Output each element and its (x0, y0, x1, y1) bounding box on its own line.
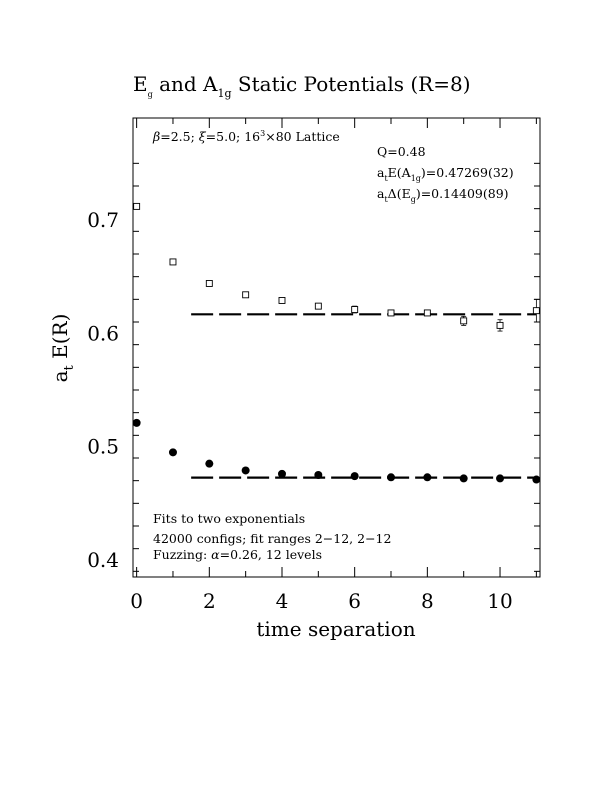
annotation-e-a1g: atE(A1g)=0.47269(32) (377, 165, 514, 183)
data-point-circle (205, 459, 214, 468)
x-tick-label: 0 (130, 589, 143, 613)
title-mid: and A (153, 72, 218, 96)
x-tick-label: 4 (276, 589, 289, 613)
data-point-circle (241, 466, 250, 475)
data-point-square (169, 258, 177, 266)
annotation-fits: Fits to two exponentials (153, 511, 305, 526)
x-tick-label: 2 (203, 589, 216, 613)
data-point-square (387, 309, 395, 317)
data-point-circle (314, 471, 323, 479)
axis-ticks (133, 118, 540, 577)
x-tick-label: 8 (421, 589, 434, 613)
chart-title: Eg and A1g Static Potentials (R=8) (133, 72, 471, 100)
tick-labels: 0 2 4 6 8 10 0.4 0.5 0.6 0.7 (87, 208, 513, 613)
plot-frame (132, 117, 541, 578)
data-point-circle (423, 473, 432, 482)
data-point-circle (387, 473, 396, 482)
data-point-square (133, 202, 141, 210)
data-point-square (423, 309, 431, 317)
x-axis-label: time separation (256, 617, 415, 641)
y-tick-label: 0.6 (87, 321, 119, 345)
y-tick-label: 0.4 (87, 548, 119, 572)
data-point-square (242, 291, 250, 299)
y-axis-label: at E(R) (48, 314, 77, 383)
annotation-lattice: β=2.5; ξ=5.0; 163×80 Lattice (152, 129, 340, 144)
data-point-square (460, 317, 468, 325)
data-point-square (496, 321, 504, 329)
x-tick-label: 6 (348, 589, 361, 613)
data-point-square (351, 306, 359, 313)
annotation-delta-eg: atΔ(Eg)=0.14409(89) (377, 186, 509, 204)
data-point-circle (496, 474, 505, 483)
data-point-square (314, 302, 322, 310)
data-points (132, 202, 541, 484)
title-prefix: E (133, 72, 148, 96)
x-tick-label: 10 (487, 589, 512, 613)
data-point-circle (277, 469, 286, 478)
y-tick-label: 0.7 (87, 208, 119, 232)
annotation-q: Q=0.48 (377, 144, 426, 159)
annotation-configs: 42000 configs; fit ranges 2−12, 2−12 (153, 531, 391, 546)
title-prefix-sub: g (148, 90, 153, 99)
y-tick-label: 0.5 (87, 435, 119, 459)
data-point-square (205, 280, 213, 287)
data-point-circle (532, 475, 541, 484)
data-point-circle (459, 474, 468, 483)
data-point-square (278, 297, 286, 304)
annotation-fuzzing: Fuzzing: α=0.26, 12 levels (153, 547, 322, 562)
fit-lines (191, 313, 537, 479)
title-suffix: Static Potentials (R=8) (232, 72, 471, 96)
data-point-circle (350, 472, 359, 481)
title-mid-sub: 1g (218, 87, 232, 100)
data-point-square (532, 307, 540, 315)
data-point-circle (168, 448, 177, 457)
data-point-circle (132, 418, 141, 427)
